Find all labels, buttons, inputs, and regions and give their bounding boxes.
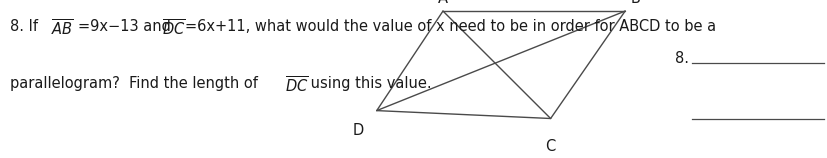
Text: =6x+11, what would the value of x need to be in order for ABCD to be a: =6x+11, what would the value of x need t… xyxy=(185,19,715,34)
Text: parallelogram?  Find the length of: parallelogram? Find the length of xyxy=(10,76,262,91)
Text: using this value.: using this value. xyxy=(306,76,432,91)
Text: $\overline{\mathit{AB}}$: $\overline{\mathit{AB}}$ xyxy=(51,19,74,39)
Text: B: B xyxy=(630,0,640,6)
Text: A: A xyxy=(437,0,447,6)
Text: D: D xyxy=(352,123,364,138)
Text: $\overline{\mathit{DC}}$: $\overline{\mathit{DC}}$ xyxy=(284,76,308,96)
Text: C: C xyxy=(545,139,555,154)
Text: $\overline{\mathit{DC}}$: $\overline{\mathit{DC}}$ xyxy=(162,19,185,39)
Text: 8. If: 8. If xyxy=(10,19,42,34)
Text: 8.: 8. xyxy=(674,51,688,66)
Text: =9x−13 and: =9x−13 and xyxy=(78,19,175,34)
